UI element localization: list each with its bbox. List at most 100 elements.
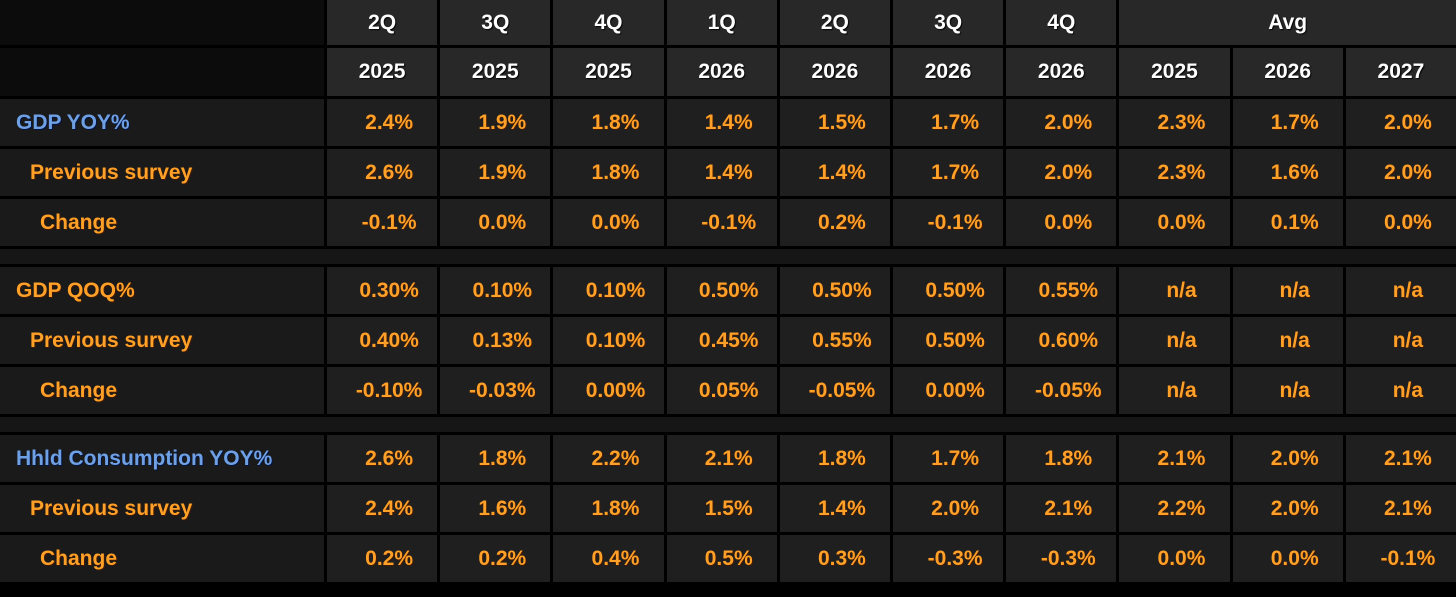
- header-quarter: 4Q: [1006, 0, 1117, 45]
- value-cell: 2.0%: [1006, 99, 1117, 146]
- value-cell: 0.4%: [553, 535, 664, 582]
- value-cell: 2.0%: [1232, 435, 1343, 482]
- row-label: Previous survey: [0, 485, 324, 532]
- value-cell: 1.5%: [666, 485, 777, 532]
- value-cell: n/a: [1232, 367, 1343, 414]
- row-label: GDP QOQ%: [0, 267, 324, 314]
- value-cell: 2.4%: [327, 485, 438, 532]
- value-cell: 1.8%: [440, 435, 551, 482]
- value-cell: n/a: [1119, 317, 1230, 364]
- value-cell: 0.13%: [440, 317, 551, 364]
- value-cell: 0.3%: [779, 535, 890, 582]
- value-cell: n/a: [1119, 267, 1230, 314]
- value-cell: 0.05%: [666, 367, 777, 414]
- value-cell: 1.7%: [892, 99, 1004, 146]
- value-cell: 2.2%: [1119, 485, 1230, 532]
- value-cell: 1.6%: [440, 485, 551, 532]
- value-cell: 0.50%: [779, 267, 890, 314]
- header-quarter: 2Q: [779, 0, 890, 45]
- value-cell: -0.1%: [1345, 535, 1456, 582]
- value-cell: 2.6%: [327, 149, 438, 196]
- value-cell: 0.50%: [666, 267, 777, 314]
- header-year: 2026: [1232, 48, 1343, 96]
- value-cell: 0.0%: [1119, 199, 1230, 246]
- value-cell: 0.0%: [1232, 535, 1343, 582]
- header-corner-cell: [0, 48, 324, 96]
- value-cell: 2.0%: [1232, 485, 1343, 532]
- header-quarter: 1Q: [666, 0, 777, 45]
- value-cell: -0.03%: [440, 367, 551, 414]
- value-cell: 0.1%: [1232, 199, 1343, 246]
- value-cell: 2.0%: [892, 485, 1004, 532]
- value-cell: 2.3%: [1119, 99, 1230, 146]
- value-cell: 1.8%: [553, 485, 664, 532]
- value-cell: -0.3%: [1006, 535, 1117, 582]
- value-cell: 0.50%: [892, 267, 1004, 314]
- value-cell: 1.9%: [440, 99, 551, 146]
- value-cell: 1.8%: [553, 149, 664, 196]
- value-cell: n/a: [1119, 367, 1230, 414]
- value-cell: 2.0%: [1006, 149, 1117, 196]
- row-label: Hhld Consumption YOY%: [0, 435, 324, 482]
- value-cell: n/a: [1345, 267, 1456, 314]
- value-cell: 0.00%: [892, 367, 1004, 414]
- value-cell: 1.7%: [1232, 99, 1343, 146]
- value-cell: n/a: [1232, 267, 1343, 314]
- value-cell: -0.1%: [666, 199, 777, 246]
- value-cell: 1.8%: [1006, 435, 1117, 482]
- header-year: 2027: [1345, 48, 1456, 96]
- value-cell: 0.0%: [1119, 535, 1230, 582]
- value-cell: 2.1%: [1345, 435, 1456, 482]
- value-cell: 1.9%: [440, 149, 551, 196]
- header-quarter: 3Q: [892, 0, 1004, 45]
- value-cell: -0.05%: [779, 367, 890, 414]
- value-cell: 1.5%: [779, 99, 890, 146]
- value-cell: 0.55%: [1006, 267, 1117, 314]
- value-cell: 0.30%: [327, 267, 438, 314]
- value-cell: 0.0%: [440, 199, 551, 246]
- value-cell: 0.55%: [779, 317, 890, 364]
- value-cell: 1.8%: [553, 99, 664, 146]
- header-year: 2025: [1119, 48, 1230, 96]
- value-cell: 1.4%: [779, 149, 890, 196]
- value-cell: 2.0%: [1345, 149, 1456, 196]
- row-label: Change: [0, 367, 324, 414]
- value-cell: 2.0%: [1345, 99, 1456, 146]
- value-cell: 2.4%: [327, 99, 438, 146]
- value-cell: 0.5%: [666, 535, 777, 582]
- row-label: Change: [0, 199, 324, 246]
- value-cell: 0.0%: [1345, 199, 1456, 246]
- value-cell: -0.10%: [327, 367, 438, 414]
- header-corner-cell: [0, 0, 324, 45]
- header-year: 2025: [553, 48, 664, 96]
- header-year: 2026: [892, 48, 1004, 96]
- value-cell: 2.1%: [1119, 435, 1230, 482]
- value-cell: 0.45%: [666, 317, 777, 364]
- value-cell: n/a: [1345, 367, 1456, 414]
- value-cell: 1.4%: [779, 485, 890, 532]
- value-cell: 1.4%: [666, 149, 777, 196]
- header-quarter: 2Q: [327, 0, 438, 45]
- section-divider: [0, 417, 1456, 432]
- value-cell: 2.3%: [1119, 149, 1230, 196]
- value-cell: 1.4%: [666, 99, 777, 146]
- header-quarter: 3Q: [440, 0, 551, 45]
- value-cell: -0.3%: [892, 535, 1004, 582]
- value-cell: 1.7%: [892, 149, 1004, 196]
- value-cell: n/a: [1345, 317, 1456, 364]
- row-label: Previous survey: [0, 317, 324, 364]
- value-cell: 0.10%: [440, 267, 551, 314]
- header-year: 2026: [779, 48, 890, 96]
- value-cell: 0.60%: [1006, 317, 1117, 364]
- value-cell: 0.10%: [553, 267, 664, 314]
- value-cell: n/a: [1232, 317, 1343, 364]
- row-label: GDP YOY%: [0, 99, 324, 146]
- value-cell: 0.40%: [327, 317, 438, 364]
- value-cell: 1.6%: [1232, 149, 1343, 196]
- value-cell: 0.0%: [553, 199, 664, 246]
- value-cell: 0.50%: [892, 317, 1004, 364]
- header-year: 2025: [327, 48, 438, 96]
- header-quarter: 4Q: [553, 0, 664, 45]
- value-cell: 2.6%: [327, 435, 438, 482]
- header-avg: Avg: [1119, 0, 1456, 45]
